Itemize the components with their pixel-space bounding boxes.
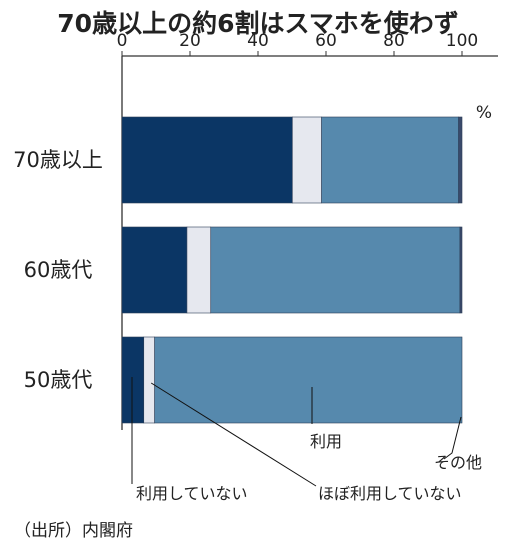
bar-segment-not_use [121, 116, 293, 204]
series-label: ほぼ利用していない [318, 484, 462, 503]
series-label: 利用 [310, 432, 342, 451]
series-label: その他 [434, 453, 482, 472]
source-note: （出所）内閣府 [14, 521, 133, 541]
leader-line [443, 416, 462, 460]
x-tick-label: 80 [383, 31, 405, 51]
x-tick-label: 40 [247, 31, 269, 51]
bar-segment-rarely [186, 226, 212, 314]
x-tick-label: 20 [179, 31, 201, 51]
bar-segment-not_use [121, 226, 188, 314]
leader-line [150, 382, 317, 487]
bar-segment-use [321, 116, 459, 204]
category-label: 60歳代 [24, 258, 93, 282]
category-label: 50歳代 [24, 368, 93, 392]
bar-segment-use [210, 226, 461, 314]
series-label: 利用していない [136, 484, 248, 503]
bar-layer [121, 116, 463, 424]
bar-segment-rarely [292, 116, 322, 204]
bar-segment-other [458, 116, 463, 204]
x-tick-label: 60 [315, 31, 337, 51]
chart-title: 70歳以上の約6割はスマホを使わず [57, 9, 459, 38]
bar-segment-other [459, 226, 463, 314]
x-tick-label: 0 [117, 31, 128, 51]
label-layer: 0 20 40 60 80 100% 70歳以上 60歳代 50歳代 [13, 31, 492, 392]
bar-segment-use [154, 336, 463, 424]
bar-segment-not_use [121, 336, 145, 424]
bar-segment-rarely [143, 336, 155, 424]
category-label: 70歳以上 [13, 148, 103, 172]
unit-label: % [476, 103, 492, 123]
x-tick-label: 100 [446, 31, 478, 51]
